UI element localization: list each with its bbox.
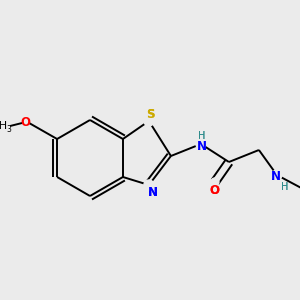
Circle shape	[211, 178, 219, 186]
Text: H: H	[281, 182, 289, 192]
Text: O: O	[209, 184, 219, 196]
Text: N: N	[271, 170, 281, 184]
Text: H: H	[198, 131, 206, 141]
Text: H: H	[281, 182, 289, 192]
Text: O: O	[20, 116, 30, 128]
Text: H: H	[198, 131, 206, 141]
Circle shape	[272, 170, 282, 180]
Text: O: O	[209, 184, 219, 196]
Circle shape	[196, 139, 206, 149]
Text: N: N	[148, 185, 158, 199]
Text: S: S	[146, 107, 154, 121]
Text: N: N	[148, 185, 158, 199]
Text: N: N	[197, 140, 207, 152]
Text: S: S	[146, 107, 154, 121]
Circle shape	[144, 116, 154, 126]
Text: CH: CH	[0, 121, 7, 131]
Text: N: N	[271, 170, 281, 184]
Circle shape	[144, 180, 154, 190]
Text: 3: 3	[7, 124, 11, 134]
Text: N: N	[197, 140, 207, 152]
